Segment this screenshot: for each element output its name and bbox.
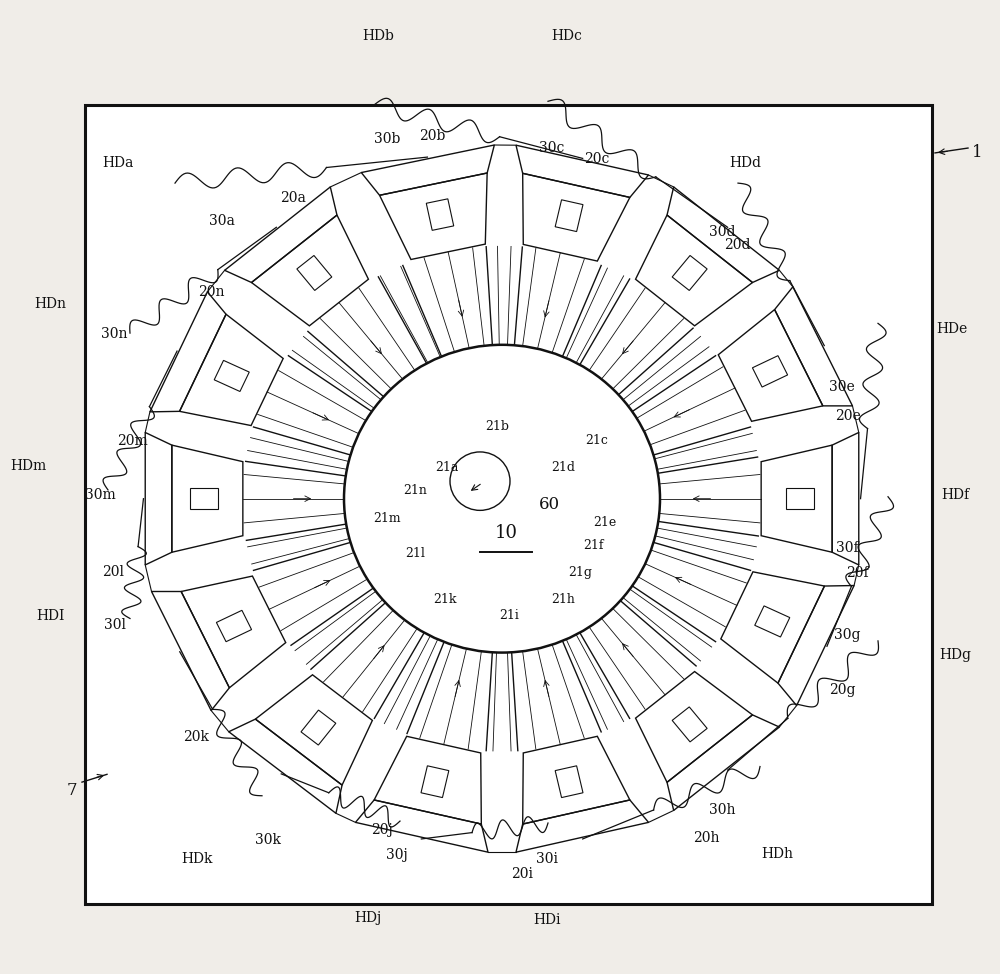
Text: 20d: 20d [724, 239, 750, 252]
Text: 21e: 21e [593, 515, 617, 529]
Text: 30d: 30d [709, 225, 735, 239]
Text: 21k: 21k [433, 593, 457, 607]
Text: HDa: HDa [102, 156, 134, 169]
Text: 20f: 20f [846, 566, 868, 580]
Text: 20m: 20m [117, 434, 147, 448]
Text: 30l: 30l [104, 618, 126, 632]
Text: 10: 10 [494, 524, 518, 542]
Text: 7: 7 [67, 782, 77, 800]
Text: 1: 1 [972, 144, 983, 162]
Text: HDh: HDh [761, 847, 793, 861]
Text: 30b: 30b [374, 132, 400, 146]
Text: 30m: 30m [85, 488, 115, 502]
Text: 20g: 20g [829, 683, 855, 696]
Text: HDc: HDc [552, 29, 582, 43]
Text: 30h: 30h [709, 804, 735, 817]
Text: 20a: 20a [280, 191, 306, 205]
Text: 20n: 20n [198, 285, 224, 299]
Text: HDe: HDe [936, 322, 968, 336]
Text: 21i: 21i [499, 609, 519, 622]
Text: 21f: 21f [583, 539, 603, 552]
Text: HDk: HDk [181, 852, 213, 866]
Text: HDb: HDb [362, 29, 394, 43]
Text: 21d: 21d [551, 461, 575, 474]
Text: 20b: 20b [419, 130, 445, 143]
Text: 30c: 30c [539, 141, 565, 155]
Circle shape [344, 345, 660, 653]
Text: 30k: 30k [255, 833, 281, 846]
Text: 20h: 20h [693, 831, 719, 844]
Text: 21m: 21m [373, 511, 401, 525]
Text: 21h: 21h [551, 593, 575, 607]
Text: 30g: 30g [834, 628, 860, 642]
Text: HDI: HDI [36, 609, 64, 622]
Text: 60: 60 [538, 496, 560, 513]
Text: 21n: 21n [403, 484, 427, 498]
Text: HDi: HDi [533, 914, 561, 927]
Text: HDd: HDd [729, 156, 761, 169]
Text: 30a: 30a [209, 214, 235, 228]
Text: 30n: 30n [101, 327, 127, 341]
Text: 30f: 30f [836, 542, 858, 555]
Text: HDf: HDf [941, 488, 969, 502]
Text: HDm: HDm [10, 459, 46, 472]
Text: HDj: HDj [354, 911, 382, 924]
FancyBboxPatch shape [85, 105, 932, 904]
Text: HDg: HDg [939, 648, 971, 661]
Text: 30i: 30i [536, 852, 558, 866]
Text: 20l: 20l [102, 565, 124, 579]
Text: 30j: 30j [386, 848, 408, 862]
Text: 20e: 20e [835, 409, 861, 423]
Text: 21g: 21g [568, 566, 592, 580]
Text: 20j: 20j [371, 823, 393, 837]
Text: 21b: 21b [485, 420, 509, 433]
Text: HDn: HDn [34, 297, 66, 311]
Text: 20k: 20k [183, 730, 209, 744]
Text: 30e: 30e [829, 380, 855, 393]
Text: 20i: 20i [511, 867, 533, 880]
Text: 21c: 21c [586, 433, 608, 447]
Text: 21a: 21a [435, 461, 459, 474]
Text: 20c: 20c [584, 152, 610, 166]
Text: 21l: 21l [405, 546, 425, 560]
